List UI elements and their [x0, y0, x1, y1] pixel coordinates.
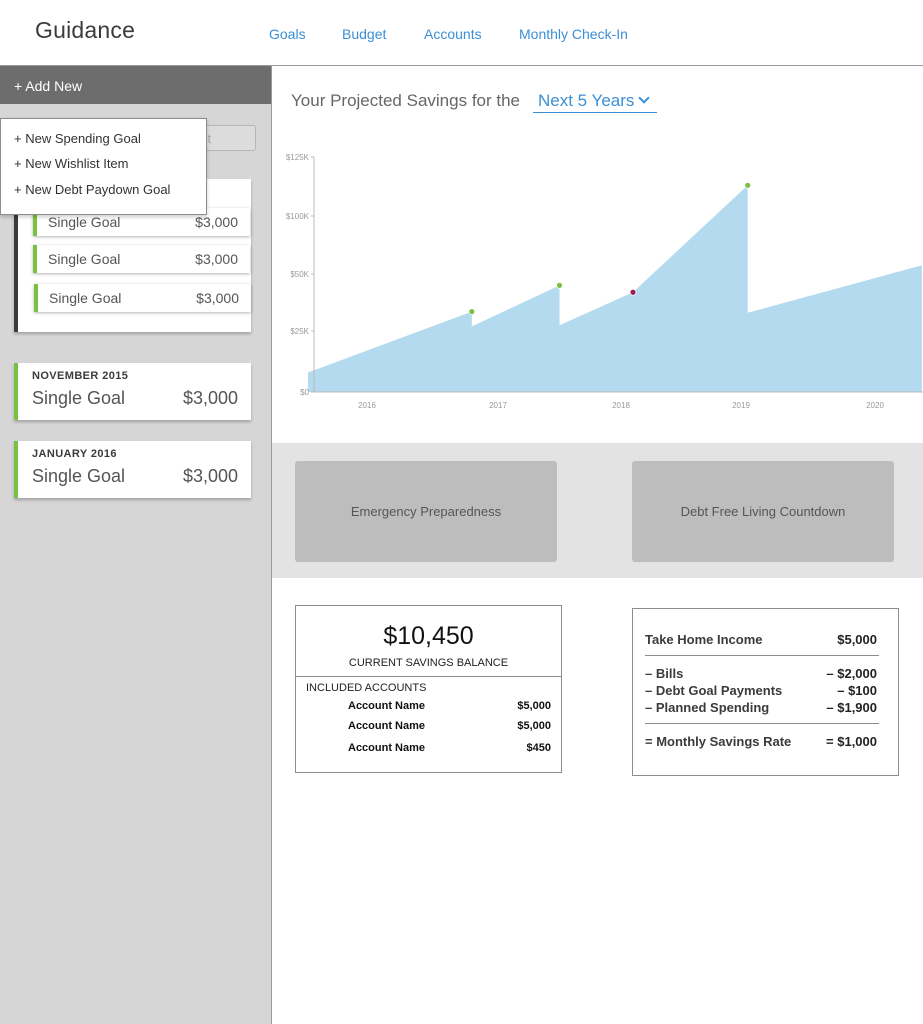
nav-monthly-check-in[interactable]: Monthly Check-In — [519, 26, 628, 42]
data-point-marker — [468, 308, 476, 316]
top-bar: Guidance Goals Budget Accounts Monthly C… — [0, 0, 923, 66]
income-label: Take Home Income — [645, 632, 763, 647]
projection-label: Your Projected Savings for the — [291, 91, 521, 110]
included-accounts-label: INCLUDED ACCOUNTS — [306, 682, 427, 694]
divider — [645, 723, 879, 724]
account-value: $5,000 — [517, 700, 551, 712]
account-name: Account Name — [348, 720, 426, 732]
goal-name: Single Goal — [48, 251, 121, 267]
data-point-marker — [629, 288, 637, 296]
y-tick-label: $0 — [300, 388, 309, 397]
x-tick-label: 2017 — [489, 401, 507, 410]
savings-rate-row: = Monthly Savings Rate = $1,000 — [645, 734, 877, 749]
x-tick-label: 2016 — [358, 401, 376, 410]
income-row: Take Home Income $5,000 — [645, 632, 877, 647]
divider — [645, 655, 879, 656]
period-select[interactable]: Next 5 Years — [533, 88, 657, 113]
x-tick-label: 2018 — [612, 401, 630, 410]
savings-rate-panel: Take Home Income $5,000 – Bills – $2,000… — [632, 608, 899, 776]
brand-title: Guidance — [35, 17, 136, 43]
account-name: Account Name — [348, 700, 426, 712]
deduction-label: – Bills — [645, 666, 684, 681]
debt-free-countdown-tile[interactable]: Debt Free Living Countdown — [632, 461, 894, 562]
deduction-row: – Planned Spending – $1,900 — [645, 700, 877, 715]
savings-rate-label: = Monthly Savings Rate — [645, 734, 792, 749]
savings-balance-panel: $10,450 CURRENT SAVINGS BALANCE INCLUDED… — [295, 605, 562, 773]
goal-amount: $3,000 — [182, 388, 238, 408]
deduction-label: – Planned Spending — [645, 700, 770, 715]
tiles-band: Emergency Preparedness Debt Free Living … — [272, 443, 923, 578]
balance-label: CURRENT SAVINGS BALANCE — [348, 657, 509, 669]
income-value: $5,000 — [837, 632, 877, 647]
x-tick-label: 2020 — [866, 401, 884, 410]
goal-amount: $3,000 — [182, 466, 238, 486]
data-point-marker — [556, 281, 563, 289]
goal-row[interactable]: Single Goal $3,000 — [33, 245, 250, 273]
goal-name: Single Goal — [32, 388, 126, 408]
deduction-row: – Bills – $2,000 — [645, 666, 877, 681]
goal-card[interactable]: NOVEMBER 2015 Single Goal $3,000 — [14, 363, 251, 420]
savings-chart-svg: $0 $25K $50K $100K $125K 2016 2017 2018 2019 2020 — [286, 153, 923, 410]
menu-item-new-wishlist-item[interactable]: + New Wishlist Item — [14, 156, 129, 171]
divider — [296, 676, 561, 677]
account-row: Account Name $5,000 — [348, 700, 551, 712]
deduction-row: – Debt Goal Payments – $100 — [645, 683, 877, 698]
chevron-down-icon — [638, 92, 651, 104]
goal-row[interactable]: Single Goal $3,000 — [34, 284, 251, 312]
emergency-preparedness-tile[interactable]: Emergency Preparedness — [295, 461, 557, 562]
y-tick-label: $125K — [286, 153, 310, 162]
y-tick-label: $50K — [290, 270, 309, 279]
period-value: Next 5 Years — [538, 91, 635, 110]
deduction-value: – $1,900 — [826, 700, 877, 715]
data-point-marker — [744, 181, 752, 189]
y-tick-label: $25K — [290, 327, 309, 336]
goal-card[interactable]: JANUARY 2016 Single Goal $3,000 — [14, 441, 251, 498]
add-new-dropdown: + New Spending Goal + New Wishlist Item … — [0, 118, 207, 215]
menu-item-new-spending-goal[interactable]: + New Spending Goal — [14, 131, 141, 146]
deduction-label: – Debt Goal Payments — [645, 683, 783, 698]
nav-accounts[interactable]: Accounts — [424, 26, 482, 42]
account-value: $450 — [526, 742, 551, 754]
x-tick-label: 2019 — [732, 401, 750, 410]
account-row: Account Name $450 — [348, 742, 551, 754]
y-tick-label: $100K — [286, 212, 310, 221]
account-row: Account Name $5,000 — [348, 720, 551, 732]
goal-date: JANUARY 2016 — [32, 448, 117, 460]
balance-amount: $10,450 — [383, 622, 474, 650]
account-value: $5,000 — [517, 720, 551, 732]
deduction-value: – $2,000 — [826, 666, 877, 681]
goal-amount: $3,000 — [195, 214, 238, 230]
goal-amount: $3,000 — [196, 290, 239, 306]
goal-name: Single Goal — [48, 214, 121, 230]
goal-name: Single Goal — [32, 466, 126, 486]
add-new-button[interactable]: + Add New — [0, 66, 271, 104]
menu-item-new-debt-paydown-goal[interactable]: + New Debt Paydown Goal — [14, 182, 171, 197]
nav-goals[interactable]: Goals — [269, 26, 306, 42]
deduction-value: – $100 — [837, 683, 877, 698]
goal-date: NOVEMBER 2015 — [32, 370, 129, 382]
savings-rate-value: = $1,000 — [826, 734, 877, 749]
nav-budget[interactable]: Budget — [342, 26, 387, 42]
savings-chart: $0 $25K $50K $100K $125K 2016 2017 2018 2019 2020 — [272, 145, 923, 420]
goal-amount: $3,000 — [195, 251, 238, 267]
goal-name: Single Goal — [49, 290, 122, 306]
account-name: Account Name — [348, 742, 426, 754]
savings-area — [308, 185, 922, 392]
